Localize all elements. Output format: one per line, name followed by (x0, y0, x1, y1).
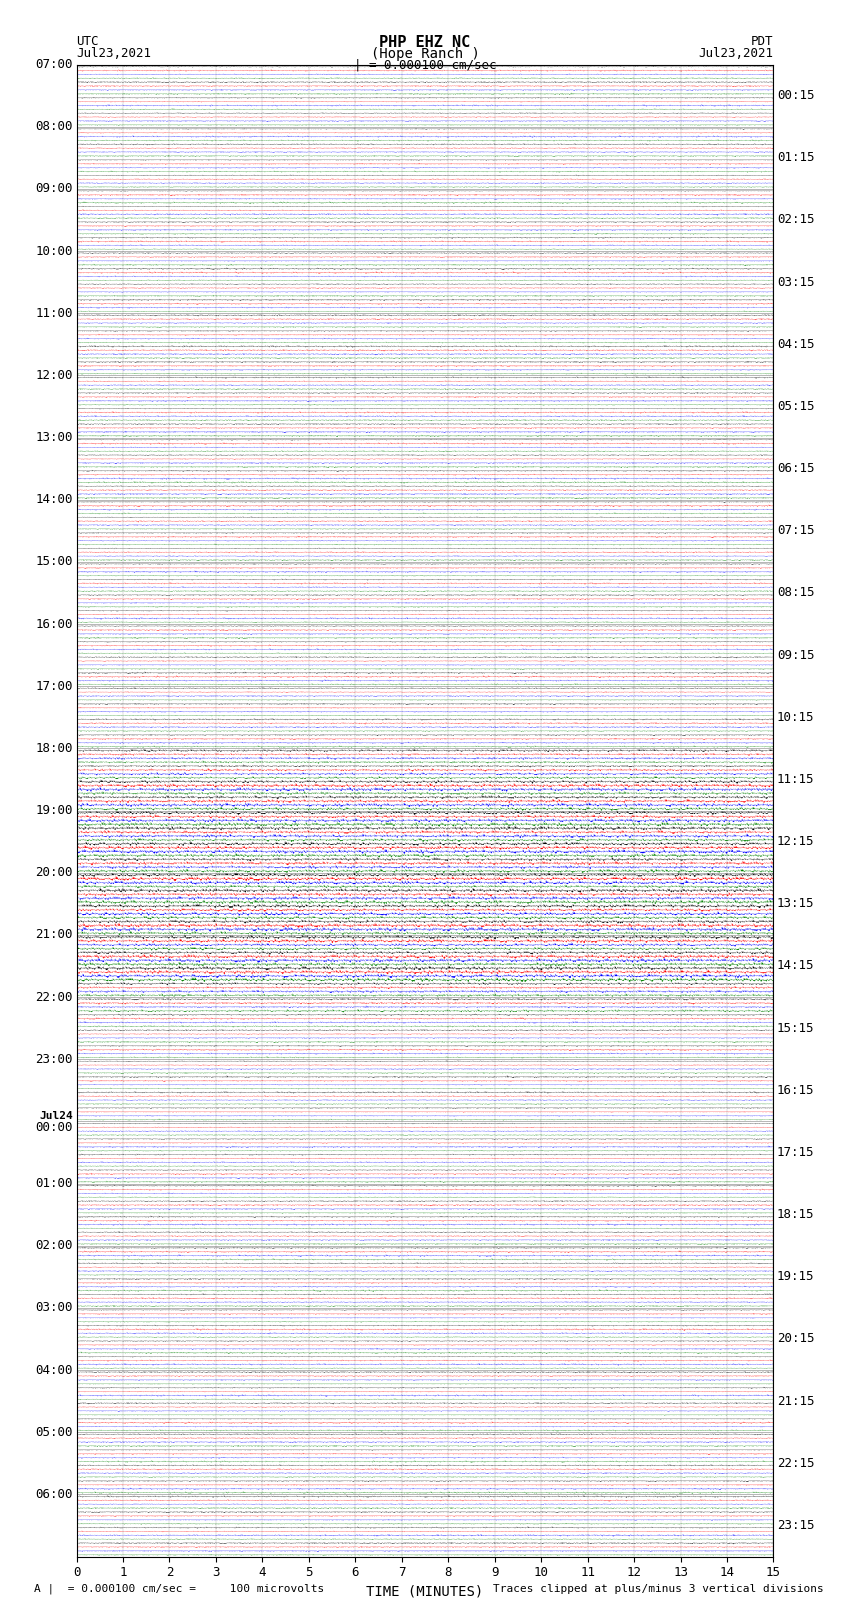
Text: 12:15: 12:15 (777, 836, 814, 848)
Text: 09:15: 09:15 (777, 648, 814, 661)
Text: 15:15: 15:15 (777, 1021, 814, 1034)
Text: | = 0.000100 cm/sec: | = 0.000100 cm/sec (354, 58, 496, 71)
Text: A |  = 0.000100 cm/sec =     100 microvolts: A | = 0.000100 cm/sec = 100 microvolts (34, 1582, 324, 1594)
Text: (Hope Ranch ): (Hope Ranch ) (371, 47, 479, 61)
Text: 05:00: 05:00 (36, 1426, 73, 1439)
Text: 07:15: 07:15 (777, 524, 814, 537)
Text: 21:15: 21:15 (777, 1395, 814, 1408)
Text: 02:15: 02:15 (777, 213, 814, 226)
Text: 16:15: 16:15 (777, 1084, 814, 1097)
Text: 11:15: 11:15 (777, 773, 814, 786)
Text: 20:15: 20:15 (777, 1332, 814, 1345)
Text: 11:00: 11:00 (36, 306, 73, 319)
Text: 13:15: 13:15 (777, 897, 814, 910)
Text: PHP EHZ NC: PHP EHZ NC (379, 35, 471, 50)
Text: 01:15: 01:15 (777, 152, 814, 165)
Text: 23:00: 23:00 (36, 1053, 73, 1066)
Text: Jul23,2021: Jul23,2021 (699, 47, 774, 60)
Text: 21:00: 21:00 (36, 929, 73, 942)
Text: 14:15: 14:15 (777, 960, 814, 973)
Text: 02:00: 02:00 (36, 1239, 73, 1252)
Text: 22:15: 22:15 (777, 1457, 814, 1469)
Text: 07:00: 07:00 (36, 58, 73, 71)
Text: 04:00: 04:00 (36, 1363, 73, 1376)
Text: 03:15: 03:15 (777, 276, 814, 289)
Text: 17:00: 17:00 (36, 679, 73, 692)
Text: 16:00: 16:00 (36, 618, 73, 631)
Text: 20:00: 20:00 (36, 866, 73, 879)
Text: 08:15: 08:15 (777, 587, 814, 600)
Text: 09:00: 09:00 (36, 182, 73, 195)
Text: 14:00: 14:00 (36, 494, 73, 506)
Text: 01:00: 01:00 (36, 1177, 73, 1190)
Text: 22:00: 22:00 (36, 990, 73, 1003)
Text: 10:15: 10:15 (777, 711, 814, 724)
Text: Jul24: Jul24 (39, 1111, 73, 1121)
Text: 15:00: 15:00 (36, 555, 73, 568)
Text: 17:15: 17:15 (777, 1145, 814, 1160)
Text: 19:15: 19:15 (777, 1271, 814, 1284)
Text: Traces clipped at plus/minus 3 vertical divisions: Traces clipped at plus/minus 3 vertical … (493, 1584, 824, 1594)
Text: 08:00: 08:00 (36, 121, 73, 134)
Text: 00:00: 00:00 (36, 1121, 73, 1134)
Text: 10:00: 10:00 (36, 245, 73, 258)
Text: Jul23,2021: Jul23,2021 (76, 47, 151, 60)
X-axis label: TIME (MINUTES): TIME (MINUTES) (366, 1586, 484, 1598)
Text: 04:15: 04:15 (777, 337, 814, 350)
Text: 23:15: 23:15 (777, 1519, 814, 1532)
Text: 19:00: 19:00 (36, 803, 73, 818)
Text: 12:00: 12:00 (36, 369, 73, 382)
Text: 06:15: 06:15 (777, 461, 814, 476)
Text: 00:15: 00:15 (777, 89, 814, 102)
Text: 18:00: 18:00 (36, 742, 73, 755)
Text: 03:00: 03:00 (36, 1302, 73, 1315)
Text: 06:00: 06:00 (36, 1487, 73, 1500)
Text: 18:15: 18:15 (777, 1208, 814, 1221)
Text: UTC: UTC (76, 35, 99, 48)
Text: 13:00: 13:00 (36, 431, 73, 444)
Text: 05:15: 05:15 (777, 400, 814, 413)
Text: PDT: PDT (751, 35, 774, 48)
